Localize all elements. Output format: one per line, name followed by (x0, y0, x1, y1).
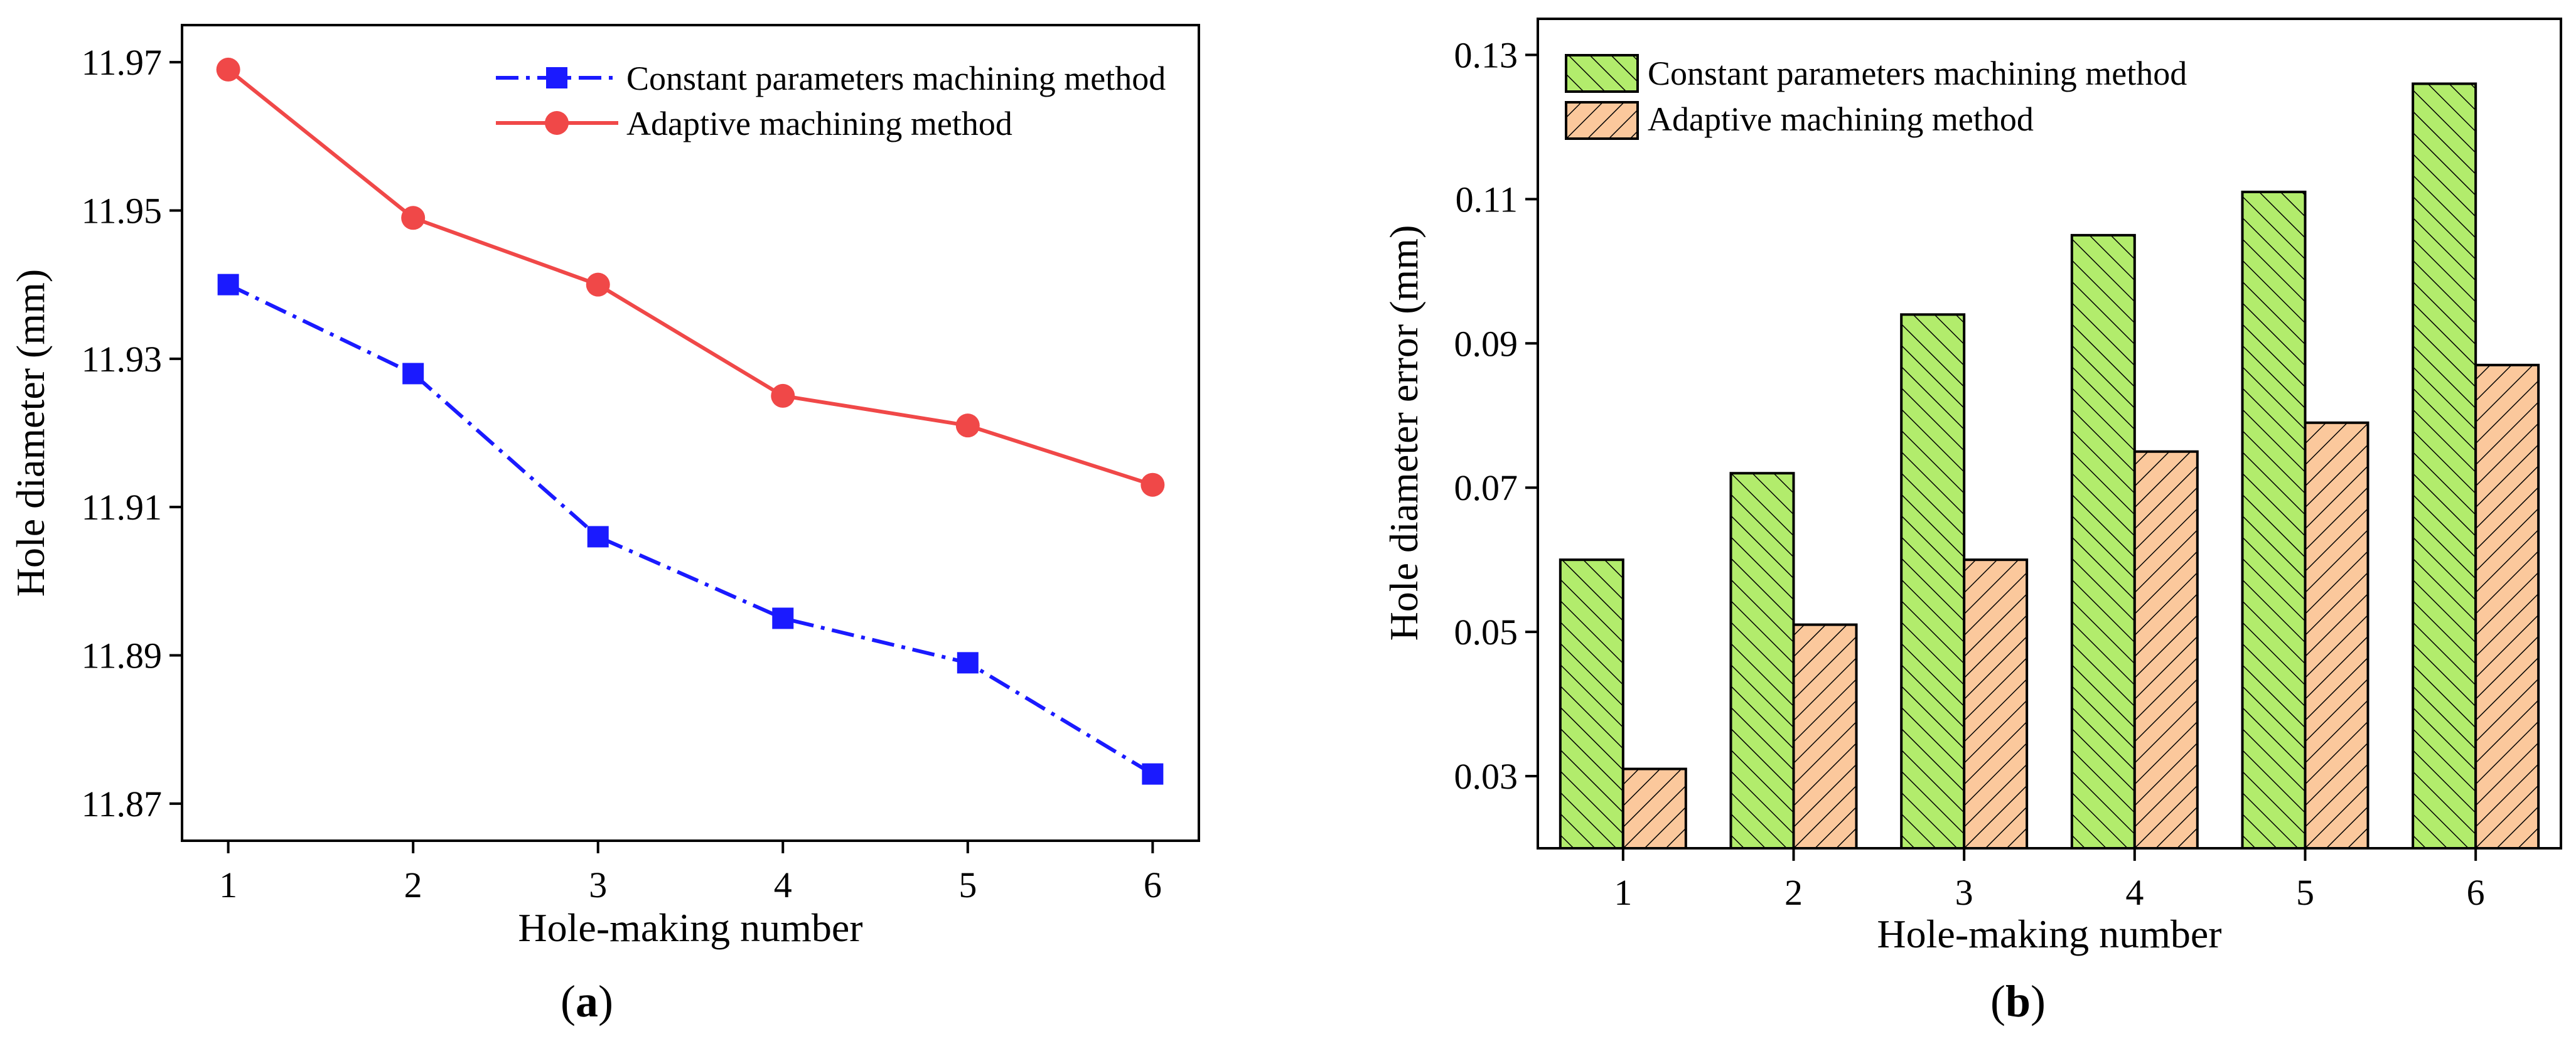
a-data-point-constant (587, 526, 609, 548)
a-data-point-constant (1142, 763, 1164, 785)
b-x-tick-label: 2 (1784, 872, 1803, 913)
legend-b-constant-label: Constant parameters machining method (1648, 55, 2187, 92)
b-bar-constant (2412, 82, 2477, 850)
b-x-tick-label: 4 (2125, 872, 2144, 913)
a-y-tick-label: 11.91 (82, 487, 162, 528)
a-x-tick-label: 2 (404, 865, 422, 905)
panel-b-x-axis-title: Hole-making number (1877, 912, 2221, 956)
a-data-point-adaptive (401, 206, 426, 230)
b-y-tick-label: 0.03 (1454, 756, 1518, 797)
a-y-tick-label: 11.95 (82, 190, 162, 231)
b-bar-constant (2241, 190, 2307, 850)
b-bar-adaptive (2474, 363, 2540, 850)
a-series-line-constant (227, 282, 1154, 776)
legend-a-adaptive-label: Adaptive machining method (626, 105, 1012, 142)
a-series-line-adaptive (227, 68, 1154, 487)
panel-a-plot-frame (181, 24, 1200, 842)
panel-a-legend: Constant parameters machining method Ada… (496, 60, 1166, 142)
b-bar-adaptive (2304, 421, 2369, 850)
legend-a-constant-label: Constant parameters machining method (626, 60, 1166, 97)
b-bar-adaptive (1963, 558, 2029, 850)
a-x-tick-label: 1 (219, 865, 237, 905)
a-data-point-adaptive (1140, 472, 1165, 497)
a-y-tick-label: 11.89 (82, 636, 162, 676)
a-data-point-constant (217, 274, 239, 296)
panel-b-caption: (b) (1990, 976, 2046, 1026)
b-y-tick-label: 0.05 (1454, 612, 1518, 653)
panel-a-x-axis-title: Hole-making number (518, 905, 862, 950)
b-bar-adaptive (2133, 450, 2199, 850)
a-data-point-constant (957, 652, 979, 674)
a-y-tick-label: 11.87 (82, 784, 162, 824)
panel-b-plot-frame (1537, 18, 2562, 850)
b-bar-constant (1559, 558, 1624, 850)
panel-b-y-axis-title: Hole diameter error (mm) (1382, 225, 1426, 641)
b-y-tick-label: 0.09 (1454, 323, 1518, 364)
b-bar-constant (2070, 233, 2136, 850)
panel-b-legend: Constant parameters machining method Ada… (1565, 54, 2187, 140)
b-x-tick-label: 3 (1955, 872, 1973, 913)
b-y-tick-label: 0.07 (1454, 467, 1518, 508)
panel-a-caption: (a) (561, 976, 613, 1026)
panel-a-y-axis-title: Hole diameter (mm) (8, 269, 53, 597)
a-data-point-adaptive (955, 413, 980, 438)
a-data-point-constant (772, 607, 794, 629)
b-x-tick-label: 1 (1614, 872, 1632, 913)
panel-b-bar-chart: 1 2 3 4 5 6 0.03 0.05 0.07 0.09 0.11 0.13 Hole diam… (1382, 18, 2562, 1026)
legend-b-constant-swatch (1565, 54, 1639, 93)
b-bar-adaptive (1621, 767, 1687, 850)
a-x-tick-label: 3 (589, 865, 607, 905)
b-y-tick-label: 0.11 (1456, 179, 1518, 220)
b-x-tick-label: 5 (2296, 872, 2314, 913)
a-y-tick-label: 11.97 (82, 42, 162, 83)
b-x-tick-label: 6 (2467, 872, 2485, 913)
a-y-tick-label: 11.93 (82, 339, 162, 380)
b-bar-constant (1729, 472, 1795, 850)
a-x-tick-label: 5 (958, 865, 977, 905)
legend-a-constant-marker (546, 67, 567, 88)
b-bar-constant (1900, 313, 1966, 850)
a-data-point-constant (402, 363, 424, 385)
a-x-tick-label: 6 (1144, 865, 1162, 905)
legend-b-adaptive-swatch (1565, 101, 1639, 140)
panel-a-line-chart: 1 2 3 4 5 6 11.87 11.89 11.91 11.93 11.95 11.97 Hol… (8, 24, 1200, 1026)
a-data-point-adaptive (216, 57, 240, 82)
b-bar-adaptive (1792, 623, 1858, 850)
b-y-tick-label: 0.13 (1454, 35, 1518, 75)
a-x-tick-label: 4 (774, 865, 792, 905)
a-data-point-adaptive (586, 272, 610, 297)
legend-a-adaptive-marker (545, 111, 569, 135)
legend-b-adaptive-label: Adaptive machining method (1648, 100, 2034, 138)
a-data-point-adaptive (771, 383, 795, 408)
